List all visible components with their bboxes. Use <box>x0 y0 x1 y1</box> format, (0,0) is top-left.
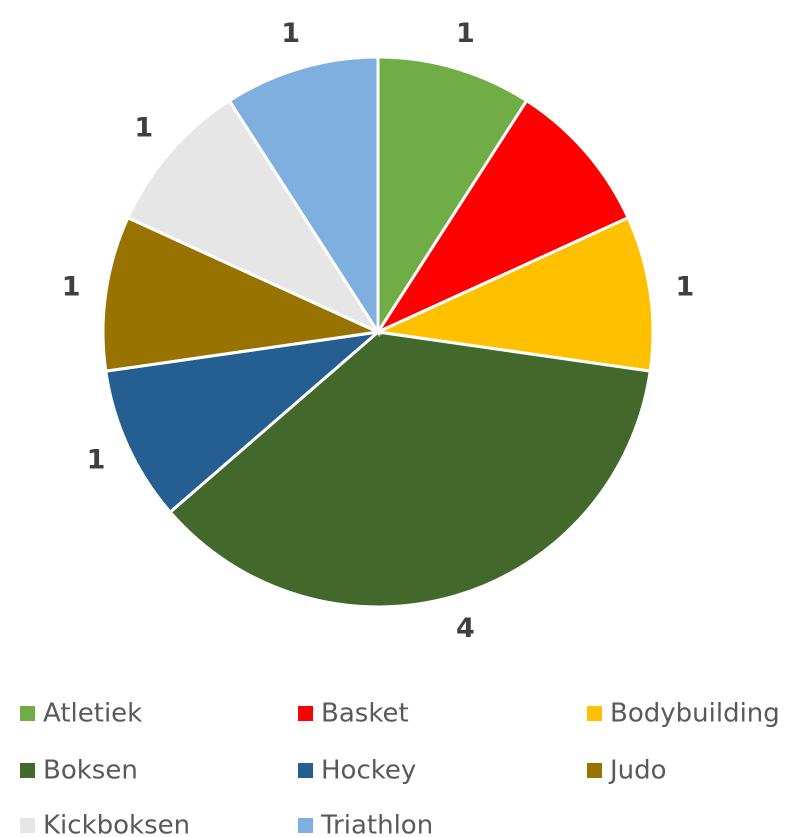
legend-label: Basket <box>321 699 409 729</box>
legend-swatch <box>587 706 602 721</box>
data-label: 1 <box>87 444 106 475</box>
legend-label: Atletiek <box>43 699 142 729</box>
data-label: 4 <box>456 613 475 644</box>
pie-slice <box>373 98 631 336</box>
legend-swatch <box>20 763 35 778</box>
legend-swatch <box>298 818 313 833</box>
data-label: 1 <box>456 18 475 49</box>
data-label: 1 <box>675 271 694 302</box>
legend-label: Triathlon <box>320 811 433 837</box>
legend-label: Boksen <box>43 756 138 786</box>
legend-swatch <box>298 706 313 721</box>
legend-label: Kickboksen <box>43 811 190 837</box>
legend-swatch <box>20 706 35 721</box>
pie-slice <box>101 215 384 373</box>
legend-label: Bodybuilding <box>610 699 780 729</box>
pie-slice <box>168 330 652 609</box>
legend-swatch <box>298 763 313 778</box>
legend-label: Judo <box>608 756 667 786</box>
pie-slice <box>104 329 383 515</box>
pie-slice <box>125 98 383 336</box>
legend-label: Hockey <box>321 756 416 786</box>
legend-swatch <box>587 763 602 778</box>
legend-swatch <box>20 818 35 833</box>
data-label: 1 <box>134 112 153 143</box>
pie-slice <box>227 55 380 338</box>
pie-slice <box>372 215 655 373</box>
pie-slice <box>376 55 529 338</box>
data-label: 1 <box>281 18 300 49</box>
data-label: 1 <box>62 271 81 302</box>
